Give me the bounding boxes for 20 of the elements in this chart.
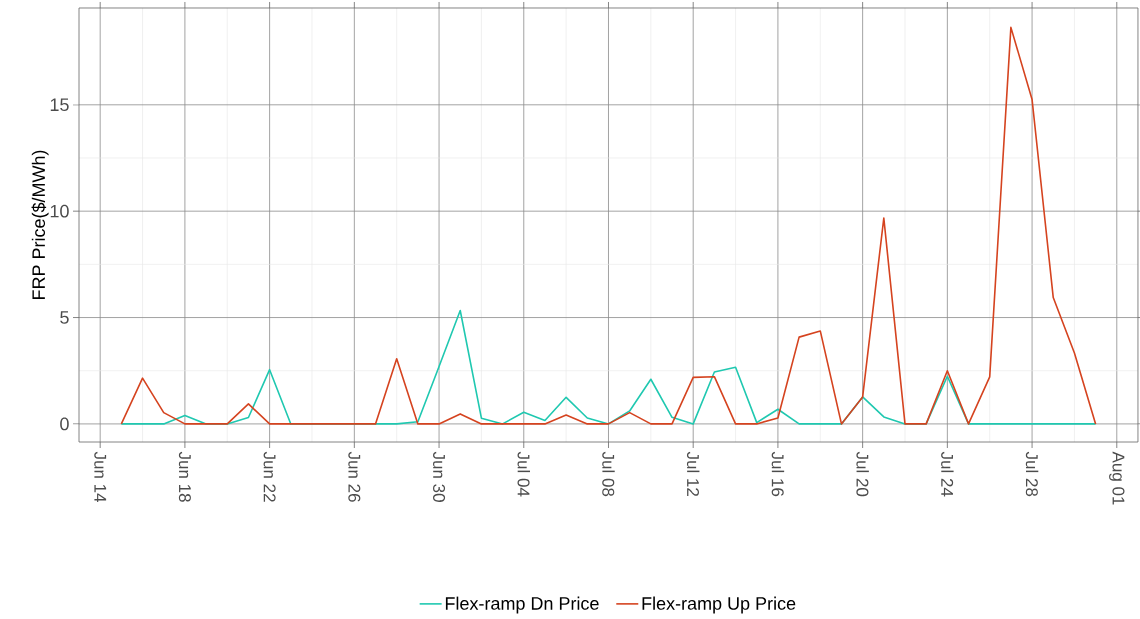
x-tick-label: Aug 01 <box>1109 451 1125 505</box>
x-tick-label: Jun 18 <box>178 451 191 502</box>
x-tick-label: Jul 24 <box>941 451 954 497</box>
x-tick-label: Jun 14 <box>94 451 107 503</box>
x-tick-label: Jun 22 <box>263 451 276 502</box>
y-tick-label: 15 <box>50 98 69 112</box>
x-tick-label: Jun 30 <box>433 451 446 502</box>
x-tick-label: Jul 08 <box>602 451 615 497</box>
x-tick-label: Jul 20 <box>856 451 869 497</box>
x-tick-label: Jul 12 <box>686 451 700 497</box>
legend-label: Flex-ramp Dn Price <box>445 596 599 614</box>
y-tick-label: 10 <box>50 204 69 218</box>
y-axis-title: FRP Price($/MWh) <box>31 150 49 300</box>
x-tick-label: Jul 04 <box>517 451 530 497</box>
x-tick-label: Jun 26 <box>348 451 361 502</box>
x-tick-label: Jul 28 <box>1025 451 1039 497</box>
y-tick-label: 0 <box>60 417 69 431</box>
y-tick-label: 5 <box>60 311 69 324</box>
x-tick-label: Jul 16 <box>771 451 785 497</box>
legend-label: Flex-ramp Up Price <box>642 596 796 614</box>
